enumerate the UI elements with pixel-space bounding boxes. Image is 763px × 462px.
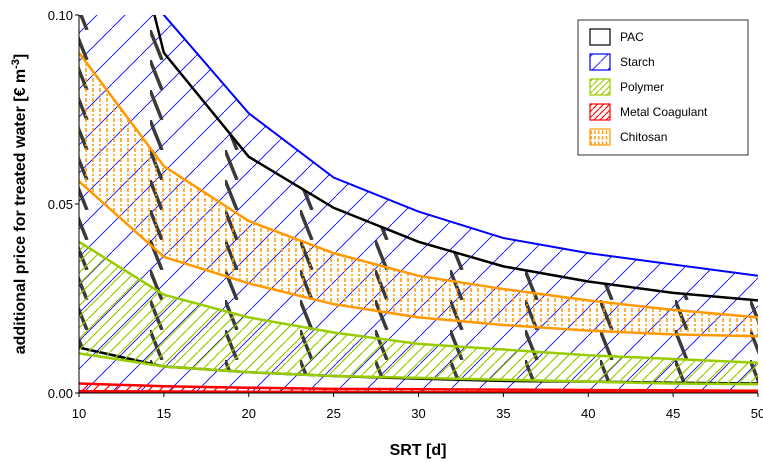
chitosan-upper-line [79, 52, 758, 319]
axes-layer: 10 15 20 25 30 35 40 45 50 0.00 0.05 0.10 [48, 8, 763, 421]
polymer-lower-line [79, 352, 758, 386]
legend-item-polymer: Polymer [589, 78, 664, 96]
y-axis-title: additional price for treated water [€ m-… [10, 54, 29, 355]
legend-label: Polymer [620, 80, 664, 94]
legend-swatch [589, 53, 611, 71]
x-axis-title: SRT [d] [390, 442, 447, 459]
pac-upper-line [153, 15, 758, 302]
legend-item-pac: PAC [589, 28, 644, 46]
series-layer [79, 15, 758, 393]
metal-coagulant-lower-line [79, 389, 758, 393]
legend-item-starch: Starch [589, 53, 655, 71]
y-tick-label: 0.10 [48, 8, 73, 23]
x-tick-label: 40 [581, 406, 595, 421]
x-tick-label: 30 [411, 406, 425, 421]
legend-label: Starch [620, 55, 655, 69]
starch-upper-line [162, 15, 758, 277]
chitosan-band [79, 52, 758, 337]
legend-swatch [589, 103, 611, 121]
x-tick-label: 20 [242, 406, 256, 421]
series-metal-coagulant [79, 382, 758, 393]
legend: PAC Starch Polymer Metal Coagulant Chitosan [577, 19, 749, 156]
legend-item-metal-coagulant: Metal Coagulant [589, 103, 708, 121]
legend-label: Metal Coagulant [620, 105, 708, 119]
y-tick-label: 0.05 [48, 197, 73, 212]
metal-coagulant-upper-line [79, 382, 758, 392]
x-tick-label: 25 [326, 406, 340, 421]
y-tick-label: 0.00 [48, 386, 73, 401]
legend-swatch [589, 28, 611, 46]
legend-label: PAC [620, 30, 644, 44]
polymer-upper-line [79, 240, 758, 365]
legend-item-chitosan: Chitosan [589, 128, 667, 146]
polymer-band [79, 241, 758, 385]
legend-label: Chitosan [620, 130, 667, 144]
legend-swatch [589, 78, 611, 96]
x-tick-label: 50 [751, 406, 763, 421]
pac-band [79, 15, 758, 384]
x-tick-label: 35 [496, 406, 510, 421]
chitosan-lower-line [79, 180, 758, 338]
x-tick-label: 45 [666, 406, 680, 421]
series-polymer [79, 240, 758, 386]
legend-swatch [589, 128, 611, 146]
series-chitosan [79, 52, 758, 338]
x-tick-label: 15 [157, 406, 171, 421]
x-tick-label: 10 [72, 406, 86, 421]
